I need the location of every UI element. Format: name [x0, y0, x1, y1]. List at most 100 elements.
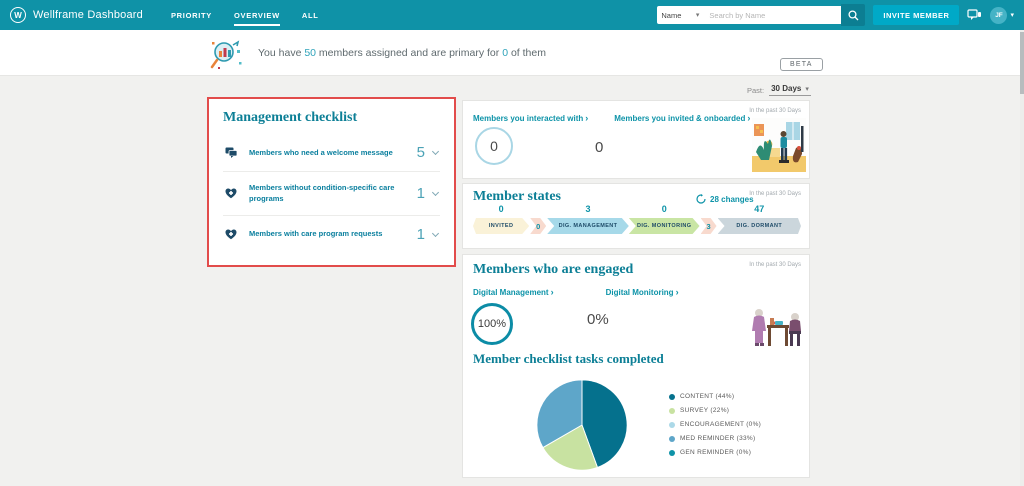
stage-dig-dormant: 47 DIG. DORMANT — [718, 204, 801, 234]
time-range-dropdown[interactable]: 30 Days ▾ — [769, 84, 811, 96]
legend-dot — [669, 393, 675, 400]
search-button[interactable] — [841, 4, 866, 26]
chevron-down-icon[interactable] — [431, 188, 440, 196]
pie-slice-med-reminder — [536, 379, 583, 449]
engaged-members-card: Members who are engaged In the past 30 D… — [462, 254, 810, 478]
invited-count: 0 — [595, 139, 604, 156]
pie-chart — [536, 379, 628, 471]
legend-label: ENCOURAGEMENT (0%) — [680, 421, 762, 428]
brand-name: Wellframe Dashboard — [33, 9, 143, 21]
stage-count: 0 — [498, 204, 504, 214]
chevron-down-icon[interactable] — [431, 147, 440, 156]
beta-badge: BETA — [780, 58, 823, 71]
message-text: of them — [508, 47, 546, 59]
legend-dot — [669, 407, 675, 414]
member-states-title: Member states — [473, 189, 561, 204]
legend-item-encouragement: ENCOURAGEMENT (0%) — [669, 421, 761, 428]
messages-icon[interactable] — [967, 8, 982, 22]
assignment-summary-message: You have 50 members assigned and are pri… — [258, 47, 546, 59]
legend-dot — [669, 449, 675, 456]
user-menu[interactable]: JF ▾ — [990, 6, 1014, 24]
scrollbar-thumb[interactable] — [1020, 32, 1024, 94]
message-text: members assigned and are primary for — [316, 47, 503, 59]
connector-invited-management: 0 — [529, 204, 547, 234]
link-text: Digital Management — [473, 288, 549, 297]
top-navigation-bar: W Wellframe Dashboard PRIORITY OVERVIEW … — [0, 0, 1024, 30]
pie-chart-title: Member checklist tasks completed — [473, 351, 664, 366]
checklist-title: Management checklist — [223, 110, 358, 125]
legend-label: SURVEY (22%) — [680, 407, 730, 414]
members-at-table-illustration — [749, 297, 805, 352]
connector-monitoring-dormant: 3 — [700, 204, 718, 234]
pie-slice-content — [581, 379, 628, 469]
checklist-row-care-programs[interactable]: Members without condition-specific care … — [223, 172, 440, 216]
engaged-links: Digital Management › Digital Monitoring › — [473, 287, 679, 297]
checklist-row-label: Members without condition-specific care … — [249, 183, 395, 204]
past-label: Past: — [747, 85, 765, 95]
checklist-row-welcome-message[interactable]: Members who need a welcome message 5 — [223, 134, 440, 172]
chevron-down-icon[interactable] — [431, 229, 440, 237]
digital-monitoring-link[interactable]: Digital Monitoring › — [606, 287, 679, 297]
tab-all[interactable]: ALL — [301, 10, 319, 20]
stage-invited: 0 INVITED — [473, 204, 529, 234]
history-icon — [696, 194, 706, 204]
legend-dot — [669, 421, 675, 428]
management-engagement-circle: 100% — [471, 303, 513, 345]
care-heart-icon — [225, 229, 239, 240]
members-interacted-link[interactable]: Members you interacted with › — [473, 113, 588, 123]
interactions-card: In the past 30 Days Members you interact… — [462, 100, 810, 179]
digital-management-link[interactable]: Digital Management › — [473, 287, 554, 297]
pie-legend: CONTENT (44%) SURVEY (22%) ENCOURAGEMENT (… — [669, 393, 761, 456]
legend-item-gen-reminder: GEN REMINDER (0%) — [669, 449, 761, 456]
assigned-count: 50 — [304, 47, 317, 59]
time-range-filter: Past: 30 Days ▾ — [747, 84, 811, 96]
chevron-down-icon: ▾ — [1010, 12, 1014, 19]
legend-item-content: CONTENT (44%) — [669, 393, 761, 400]
brand[interactable]: W Wellframe Dashboard — [0, 7, 143, 23]
primary-count: 0 — [502, 47, 509, 59]
connector-count: 3 — [701, 218, 717, 234]
stage-count: 3 — [585, 204, 591, 214]
search-icon — [848, 9, 859, 20]
stage-label-bar: DIG. MONITORING — [629, 218, 700, 234]
time-range-value: 30 Days — [771, 84, 802, 93]
checklist-row-count: 5 — [416, 144, 425, 161]
search-filter-value: Name — [661, 10, 682, 20]
members-invited-link[interactable]: Members you invited & onboarded › — [614, 113, 750, 123]
checklist-row-program-requests[interactable]: Members with care program requests 1 — [223, 216, 440, 253]
changes-link[interactable]: 28 changes — [696, 194, 754, 204]
legend-label: CONTENT (44%) — [680, 393, 735, 400]
message-text: You have — [258, 47, 305, 59]
changes-count: 28 changes — [710, 194, 754, 204]
pie-slice-survey — [542, 424, 599, 471]
invite-member-button[interactable]: INVITE MEMBER — [873, 5, 960, 25]
management-checklist-card: Management checklist Members who need a … — [207, 97, 456, 267]
wellframe-logo-icon: W — [10, 7, 26, 23]
scrollbar-track[interactable] — [1020, 30, 1024, 486]
period-label: In the past 30 Days — [749, 262, 801, 268]
care-heart-icon — [225, 188, 239, 199]
period-label: In the past 30 Days — [749, 191, 801, 197]
search-input[interactable] — [703, 6, 842, 24]
engaged-title: Members who are engaged — [473, 262, 634, 277]
monitoring-engagement-value: 0% — [587, 311, 609, 328]
checklist-row-label: Members with care program requests — [249, 229, 383, 239]
checklist-row-label: Members who need a welcome message — [249, 147, 393, 157]
chat-icon — [225, 147, 239, 158]
legend-item-survey: SURVEY (22%) — [669, 407, 761, 414]
checklist-row-count: 1 — [416, 225, 425, 243]
stage-label-bar: DIG. MANAGEMENT — [547, 218, 629, 234]
summary-header: You have 50 members assigned and are pri… — [0, 30, 1024, 76]
link-text: Members you invited & onboarded — [614, 114, 746, 123]
stage-count: 0 — [661, 204, 667, 214]
stage-dig-monitoring: 0 DIG. MONITORING — [629, 204, 700, 234]
onboarding-illustration — [752, 118, 806, 177]
chevron-down-icon: ▾ — [695, 12, 700, 19]
legend-label: GEN REMINDER (0%) — [680, 449, 752, 456]
legend-label: MED REMINDER (33%) — [680, 435, 756, 442]
search-filter-select[interactable]: Name ▾ — [657, 6, 704, 24]
avatar[interactable]: JF — [990, 6, 1008, 24]
tab-priority[interactable]: PRIORITY — [170, 10, 213, 20]
stage-label-bar: DIG. DORMANT — [718, 218, 801, 234]
tab-overview[interactable]: OVERVIEW — [234, 5, 280, 26]
